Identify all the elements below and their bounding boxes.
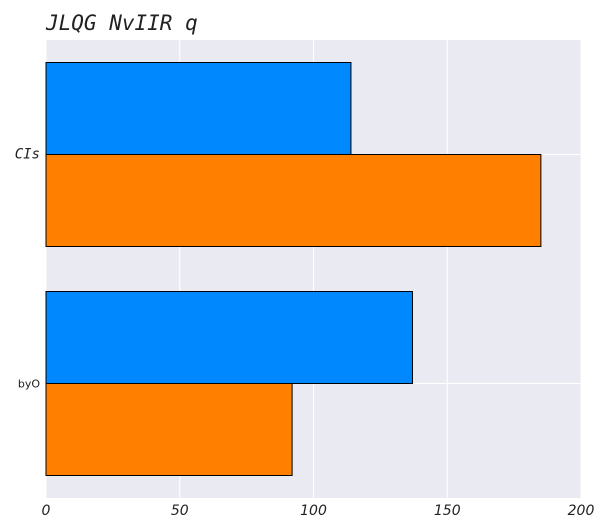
x-tick-label: 50	[171, 503, 189, 519]
bar-byO-series-1	[45, 291, 413, 384]
bar-CIs-series-2	[45, 154, 542, 247]
y-tick-label: byO	[18, 378, 40, 391]
x-tick-label: 100	[300, 503, 327, 519]
bar-CIs-series-1	[45, 62, 352, 155]
x-tick-label: 200	[568, 503, 595, 519]
x-tick-label: 150	[434, 503, 461, 519]
x-axis-ticks: 0 50 100 150 200	[42, 503, 595, 519]
y-tick-label: CIs	[15, 147, 40, 163]
x-tick-label: 0	[42, 503, 51, 519]
chart-title: JLQG NvIIR q	[45, 11, 198, 35]
bars	[45, 62, 542, 476]
y-axis-ticks: CIs byO	[15, 147, 41, 391]
bar-byO-series-2	[45, 383, 293, 476]
